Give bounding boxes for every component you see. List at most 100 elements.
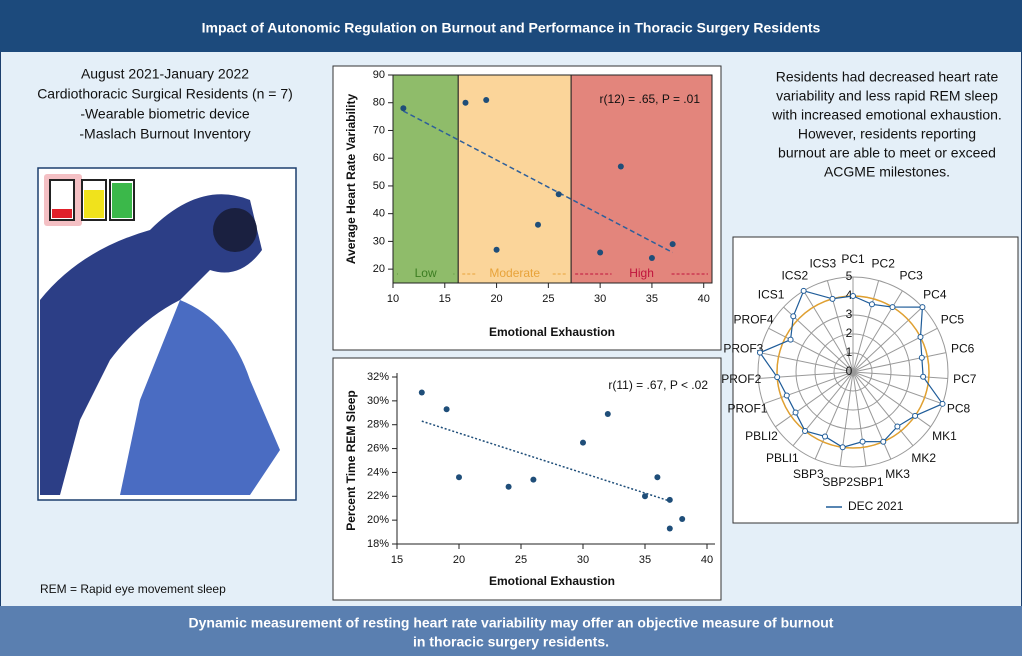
x-tick-label: 10 <box>387 293 399 305</box>
point <box>920 373 927 380</box>
point <box>418 389 425 396</box>
category-label: ICS1 <box>758 288 785 302</box>
y-tick-label: 30% <box>367 395 389 407</box>
right-text: However, residents reporting <box>798 126 976 142</box>
point <box>456 474 462 481</box>
category-label: MK2 <box>911 451 936 465</box>
point <box>400 105 407 112</box>
x-tick-label: 15 <box>439 293 451 305</box>
point <box>642 493 648 500</box>
point <box>917 334 924 341</box>
category-label: PC1 <box>841 252 865 266</box>
x-tick-label: 30 <box>577 554 589 566</box>
spoke <box>768 327 854 373</box>
spoke <box>852 371 943 405</box>
x-tick-label: 20 <box>453 554 465 566</box>
zone-label: Moderate <box>489 266 540 280</box>
footer-bar <box>0 606 1022 656</box>
x-tick-label: 35 <box>646 293 658 305</box>
spoke <box>826 280 854 373</box>
spoke <box>814 371 854 460</box>
annotation: r(11) = .67, P < .02 <box>608 378 708 392</box>
spoke <box>852 371 867 467</box>
category-label: PC4 <box>923 288 947 302</box>
point <box>535 221 541 228</box>
y-tick-label: 32% <box>367 371 389 383</box>
footer-text: Dynamic measurement of resting heart rat… <box>189 615 834 631</box>
zone-label: High <box>629 266 654 280</box>
point <box>505 483 512 490</box>
point <box>648 255 655 262</box>
y-axis-label: Percent Time REM Sleep <box>344 390 358 531</box>
category-label: PBLI1 <box>766 451 799 465</box>
spoke <box>852 327 938 373</box>
spoke <box>852 280 880 373</box>
point <box>530 476 537 483</box>
r-tick-label: 1 <box>846 345 853 359</box>
y-tick-label: 28% <box>367 419 389 431</box>
y-tick-label: 70 <box>373 124 385 136</box>
point <box>821 433 828 440</box>
point <box>889 304 896 311</box>
point <box>493 246 500 253</box>
category-label: MK3 <box>885 467 910 481</box>
y-tick-label: 26% <box>367 442 389 454</box>
header-bar <box>0 0 1022 52</box>
point <box>919 304 926 311</box>
category-label: PC7 <box>953 372 977 386</box>
category-label: ICS2 <box>781 268 808 282</box>
point <box>679 515 686 522</box>
point <box>802 427 809 434</box>
spoke <box>839 371 854 467</box>
spoke <box>803 290 854 373</box>
zone <box>570 74 713 284</box>
x-tick-label: 40 <box>701 554 713 566</box>
point <box>850 293 856 299</box>
right-text: with increased emotional exhaustion. <box>771 107 1002 123</box>
x-axis-label: Emotional Exhaustion <box>489 574 615 588</box>
y-tick-label: 40 <box>373 208 385 220</box>
point <box>555 191 562 198</box>
right-text: burnout are able to meet or exceed <box>778 145 996 161</box>
point <box>617 163 624 170</box>
right-text: Residents had decreased heart rate <box>776 69 999 85</box>
spoke <box>852 371 948 379</box>
category-label: PROF3 <box>723 341 763 355</box>
point <box>894 423 901 430</box>
point <box>939 400 946 407</box>
left-text: Cardiothoracic Surgical Residents (n = 7… <box>37 86 293 102</box>
category-label: PBLI2 <box>745 429 778 443</box>
point <box>839 444 846 451</box>
point <box>443 406 450 413</box>
category-label: SBP1 <box>853 475 884 489</box>
trendline <box>403 110 673 254</box>
left-text: -Wearable biometric device <box>80 106 250 122</box>
category-label: PC6 <box>951 341 975 355</box>
point <box>829 295 836 302</box>
left-text: August 2021-January 2022 <box>81 66 249 82</box>
annotation: r(12) = .65, P = .01 <box>599 92 700 106</box>
header-title: Impact of Autonomic Regulation on Burnou… <box>202 20 821 36</box>
point <box>604 410 611 417</box>
point <box>859 438 866 445</box>
y-tick-label: 30 <box>373 235 385 247</box>
category-label: PC8 <box>947 402 971 416</box>
x-tick-label: 15 <box>391 554 403 566</box>
category-label: PC2 <box>872 256 896 270</box>
category-label: PC3 <box>900 268 924 282</box>
spoke <box>852 371 892 460</box>
spoke <box>792 371 854 447</box>
x-tick-label: 25 <box>542 293 554 305</box>
category-label: MK1 <box>932 429 957 443</box>
point <box>462 99 469 106</box>
right-text: ACGME milestones. <box>824 164 950 180</box>
point <box>756 349 763 356</box>
series-line <box>759 290 944 448</box>
spoke <box>852 306 923 373</box>
y-tick-label: 22% <box>367 490 389 502</box>
y-tick-label: 24% <box>367 466 389 478</box>
r-tick-label: 4 <box>846 288 853 302</box>
r-tick-label: 0 <box>846 364 853 378</box>
left-text: -Maslach Burnout Inventory <box>79 126 250 142</box>
